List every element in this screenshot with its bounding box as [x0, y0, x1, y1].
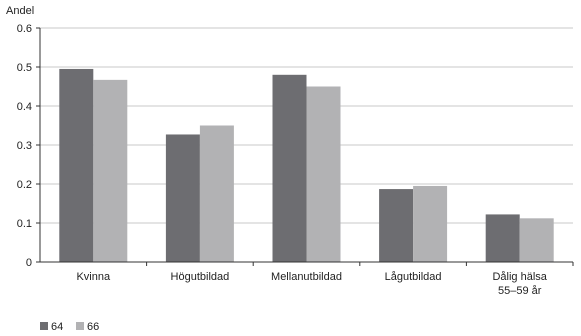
x-axis-labels: Kvinna Högutbildad Mellanutbildad Lågutbild…	[76, 262, 574, 297]
bar-66-2	[306, 86, 341, 262]
bar-66-1	[199, 125, 234, 262]
y-tick-label: 0	[26, 257, 32, 269]
bar-64-3	[379, 189, 414, 262]
y-tick-label: 0.3	[17, 140, 32, 152]
y-tick-label: 0.6	[17, 23, 32, 35]
y-tick-label: 0.4	[17, 101, 32, 113]
x-tick-label: Dålig hälsa 55–59 år	[492, 271, 547, 297]
legend-label-64: 64	[51, 321, 63, 333]
y-tick-label: 0.5	[17, 62, 32, 74]
legend: 64 66	[40, 321, 99, 333]
bar-64-4	[485, 214, 520, 262]
y-axis-title: Andel	[6, 5, 34, 17]
x-tick-label: Lågutbildad	[385, 271, 442, 283]
bar-66-0	[93, 79, 128, 263]
y-axis-ticks: 0 0.1 0.2 0.3 0.4 0.5 0.6	[17, 23, 40, 269]
x-tick-label: Kvinna	[76, 271, 111, 283]
bar-64-1	[165, 134, 200, 262]
bars	[59, 68, 554, 263]
legend-swatch-64	[40, 322, 48, 330]
y-tick-label: 0.1	[17, 218, 32, 230]
legend-label-66: 66	[87, 321, 99, 333]
bar-64-0	[59, 68, 94, 262]
y-tick-label: 0.2	[17, 179, 32, 191]
legend-swatch-66	[76, 322, 84, 330]
bar-64-2	[272, 74, 307, 262]
x-tick-label: Mellanutbildad	[271, 271, 342, 283]
bar-66-3	[413, 185, 448, 262]
bar-66-4	[519, 218, 554, 262]
x-tick-label: Högutbildad	[171, 271, 230, 283]
